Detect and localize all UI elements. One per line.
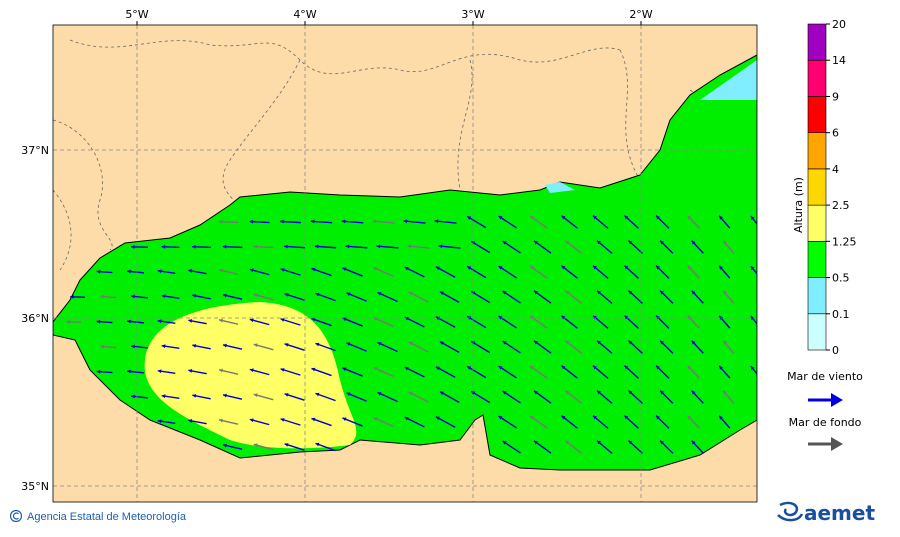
- colorbar-label: 0: [832, 344, 839, 357]
- map-area: [53, 25, 760, 502]
- lat-label: 37°N: [21, 144, 49, 157]
- legend-wind-label: Mar de viento: [787, 370, 863, 383]
- logo: aemet: [778, 501, 875, 525]
- legend-swell-label: Mar de fondo: [789, 416, 862, 429]
- colorbar-segment: [808, 314, 826, 350]
- colorbar-label: 0.5: [832, 272, 850, 285]
- colorbar-label: 4: [832, 163, 839, 176]
- colorbar-segment: [808, 169, 826, 205]
- colorbar-segment: [808, 241, 826, 277]
- lon-label: 5°W: [125, 8, 148, 21]
- colorbar-segment: [808, 133, 826, 169]
- colorbar-segment: [808, 205, 826, 241]
- colorbar-segment: [808, 24, 826, 60]
- lon-label: 4°W: [293, 8, 316, 21]
- lon-label: 3°W: [461, 8, 484, 21]
- lon-label: 2°W: [629, 8, 652, 21]
- colorbar-label: 9: [832, 90, 839, 103]
- credit-text: Agencia Estatal de Meteorología: [27, 511, 187, 523]
- credit: Agencia Estatal de Meteorología: [11, 511, 187, 524]
- colorbar-label: 1.25: [832, 235, 857, 248]
- colorbar-label: 6: [832, 127, 839, 140]
- colorbar-segment: [808, 278, 826, 314]
- logo-text: aemet: [804, 501, 875, 525]
- lat-label: 35°N: [21, 480, 49, 493]
- colorbar-label: 2.5: [832, 199, 850, 212]
- legend-wind-arrow: [808, 393, 843, 407]
- lat-label: 36°N: [21, 312, 49, 325]
- colorbar-title: Altura (m): [792, 177, 805, 233]
- colorbar-label: 14: [832, 54, 846, 67]
- colorbar-segment: [808, 60, 826, 96]
- colorbar-label: 0.1: [832, 308, 850, 321]
- colorbar-label: 20: [832, 18, 846, 31]
- colorbar: 0 0.1 0.5 1.25 2.5 4 6 9 14 20: [808, 18, 857, 357]
- colorbar-segment: [808, 96, 826, 132]
- legend-swell-arrow: [808, 437, 843, 451]
